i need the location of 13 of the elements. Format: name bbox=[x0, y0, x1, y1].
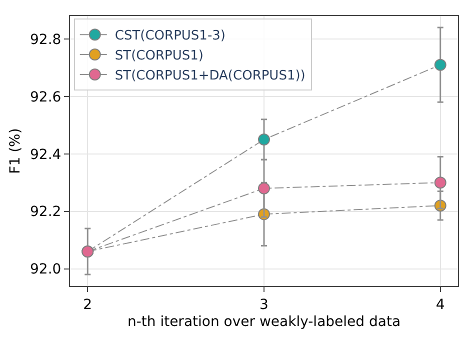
y-tick-label: 92.8 bbox=[30, 32, 62, 48]
x-axis-title: n-th iteration over weakly-labeled data bbox=[127, 314, 401, 330]
y-tick-label: 92.4 bbox=[30, 146, 62, 163]
y-tick-label: 92.0 bbox=[30, 262, 62, 278]
x-tick-label: 3 bbox=[260, 296, 268, 313]
legend-label: ST(CORPUS1) bbox=[114, 48, 204, 64]
x-tick-label: 2 bbox=[83, 296, 92, 313]
legend-label: CST(CORPUS1-3) bbox=[114, 28, 226, 44]
y-tick-label: 92.2 bbox=[30, 204, 62, 220]
x-tick-label: 4 bbox=[436, 296, 445, 313]
y-tick-label: 92.6 bbox=[30, 89, 62, 106]
y-axis-title: F1 (%) bbox=[8, 128, 24, 174]
legend-label: ST(CORPUS1+DA(CORPUS1)) bbox=[114, 68, 306, 84]
